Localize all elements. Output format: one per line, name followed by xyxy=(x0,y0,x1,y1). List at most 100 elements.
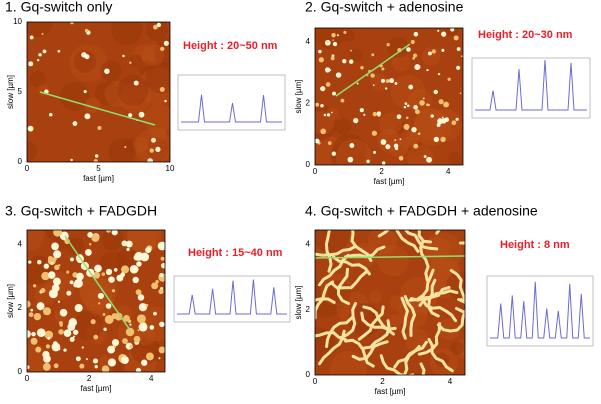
afm-particle xyxy=(422,97,425,100)
afm-noise xyxy=(27,140,38,161)
y-tick-label: 4 xyxy=(306,37,311,46)
afm-particle xyxy=(125,240,133,248)
afm-particle xyxy=(428,104,430,106)
afm-noise xyxy=(141,43,165,67)
x-axis-label: fast [µm] xyxy=(374,177,405,186)
afm-particle xyxy=(51,284,60,293)
afm-particle xyxy=(145,303,149,307)
afm-particle xyxy=(70,257,74,262)
afm-noise xyxy=(315,110,335,135)
afm-image xyxy=(315,230,465,375)
afm-particle xyxy=(381,67,385,71)
afm-particle xyxy=(137,329,140,332)
afm-strand xyxy=(402,344,421,375)
afm-strand xyxy=(337,267,350,306)
afm-particle xyxy=(53,250,62,259)
afm-particle xyxy=(126,247,130,252)
afm-particle xyxy=(79,363,85,369)
afm-particle xyxy=(155,279,159,284)
afm-particle xyxy=(133,80,139,86)
afm-particle xyxy=(121,240,128,247)
afm-image xyxy=(315,28,463,165)
afm-particle xyxy=(164,99,167,103)
afm-particle xyxy=(63,329,72,338)
afm-particle xyxy=(37,259,42,265)
height-label: Height : 15~40 nm xyxy=(188,247,283,259)
afm-particle xyxy=(426,156,432,163)
afm-strand xyxy=(324,230,333,273)
afm-particle xyxy=(315,138,320,144)
afm-noise xyxy=(448,152,463,165)
afm-particle xyxy=(76,272,84,281)
afm-particle xyxy=(101,272,106,276)
afm-particle xyxy=(353,117,359,124)
afm-particle xyxy=(325,82,331,87)
afm-particle xyxy=(160,256,165,261)
afm-image xyxy=(27,22,170,162)
afm-noise xyxy=(27,22,53,37)
afm-particle xyxy=(138,303,148,312)
afm-particle xyxy=(66,290,72,296)
afm-noise xyxy=(101,230,124,251)
x-tick-label: 0 xyxy=(25,374,30,383)
afm-noise xyxy=(67,237,85,255)
afm-noise xyxy=(27,230,45,252)
afm-image xyxy=(27,230,165,372)
afm-noise xyxy=(379,112,403,136)
afm-particle xyxy=(59,323,63,327)
afm-particle xyxy=(33,312,42,321)
afm-particle xyxy=(441,116,444,119)
afm-particle xyxy=(57,300,61,303)
afm-particle xyxy=(27,125,34,132)
afm-particle xyxy=(83,90,87,94)
panel-title: 1. Gq-switch only xyxy=(5,0,112,15)
afm-particle xyxy=(103,327,107,331)
afm-noise xyxy=(369,291,382,304)
afm-noise xyxy=(349,48,363,62)
profile-inset xyxy=(486,275,594,347)
afm-particle xyxy=(134,251,144,261)
afm-particle xyxy=(105,230,111,233)
afm-strand xyxy=(421,298,458,323)
afm-particle xyxy=(44,330,54,340)
afm-particle xyxy=(404,102,408,105)
x-tick-label: 10 xyxy=(166,164,175,173)
afm-particle xyxy=(58,329,64,335)
y-axis-label: slow [µm] xyxy=(6,75,15,109)
afm-noise xyxy=(116,248,139,271)
afm-particle xyxy=(320,104,324,108)
y-tick-label: 2 xyxy=(306,98,311,107)
afm-particle xyxy=(158,346,165,354)
afm-particle xyxy=(111,338,120,347)
afm-particle xyxy=(320,128,327,135)
afm-particle xyxy=(158,357,161,360)
afm-particle xyxy=(94,264,102,273)
afm-particle xyxy=(159,86,165,92)
afm-particle xyxy=(408,84,414,90)
afm-particle xyxy=(160,262,165,269)
afm-particle xyxy=(381,161,386,165)
afm-particle xyxy=(363,113,366,116)
afm-noise xyxy=(341,28,356,43)
afm-particle xyxy=(32,284,37,288)
afm-particle xyxy=(403,105,407,109)
afm-particle xyxy=(48,112,53,117)
afm-particle xyxy=(453,35,459,41)
image-frame xyxy=(314,229,466,376)
afm-particle xyxy=(349,143,355,148)
profile-trace xyxy=(490,281,590,339)
afm-particle xyxy=(121,265,130,274)
afm-particle xyxy=(53,257,57,261)
afm-particle xyxy=(330,56,335,61)
afm-particle xyxy=(413,143,419,149)
afm-particle xyxy=(36,59,40,62)
x-tick-label: 2 xyxy=(87,374,92,383)
afm-particle xyxy=(372,111,378,117)
afm-particle xyxy=(399,138,402,141)
afm-particle xyxy=(456,65,461,70)
afm-particle xyxy=(441,48,445,52)
afm-particle xyxy=(90,319,96,325)
afm-particle xyxy=(70,22,74,25)
afm-particle xyxy=(413,53,418,58)
afm-particle xyxy=(111,230,118,236)
